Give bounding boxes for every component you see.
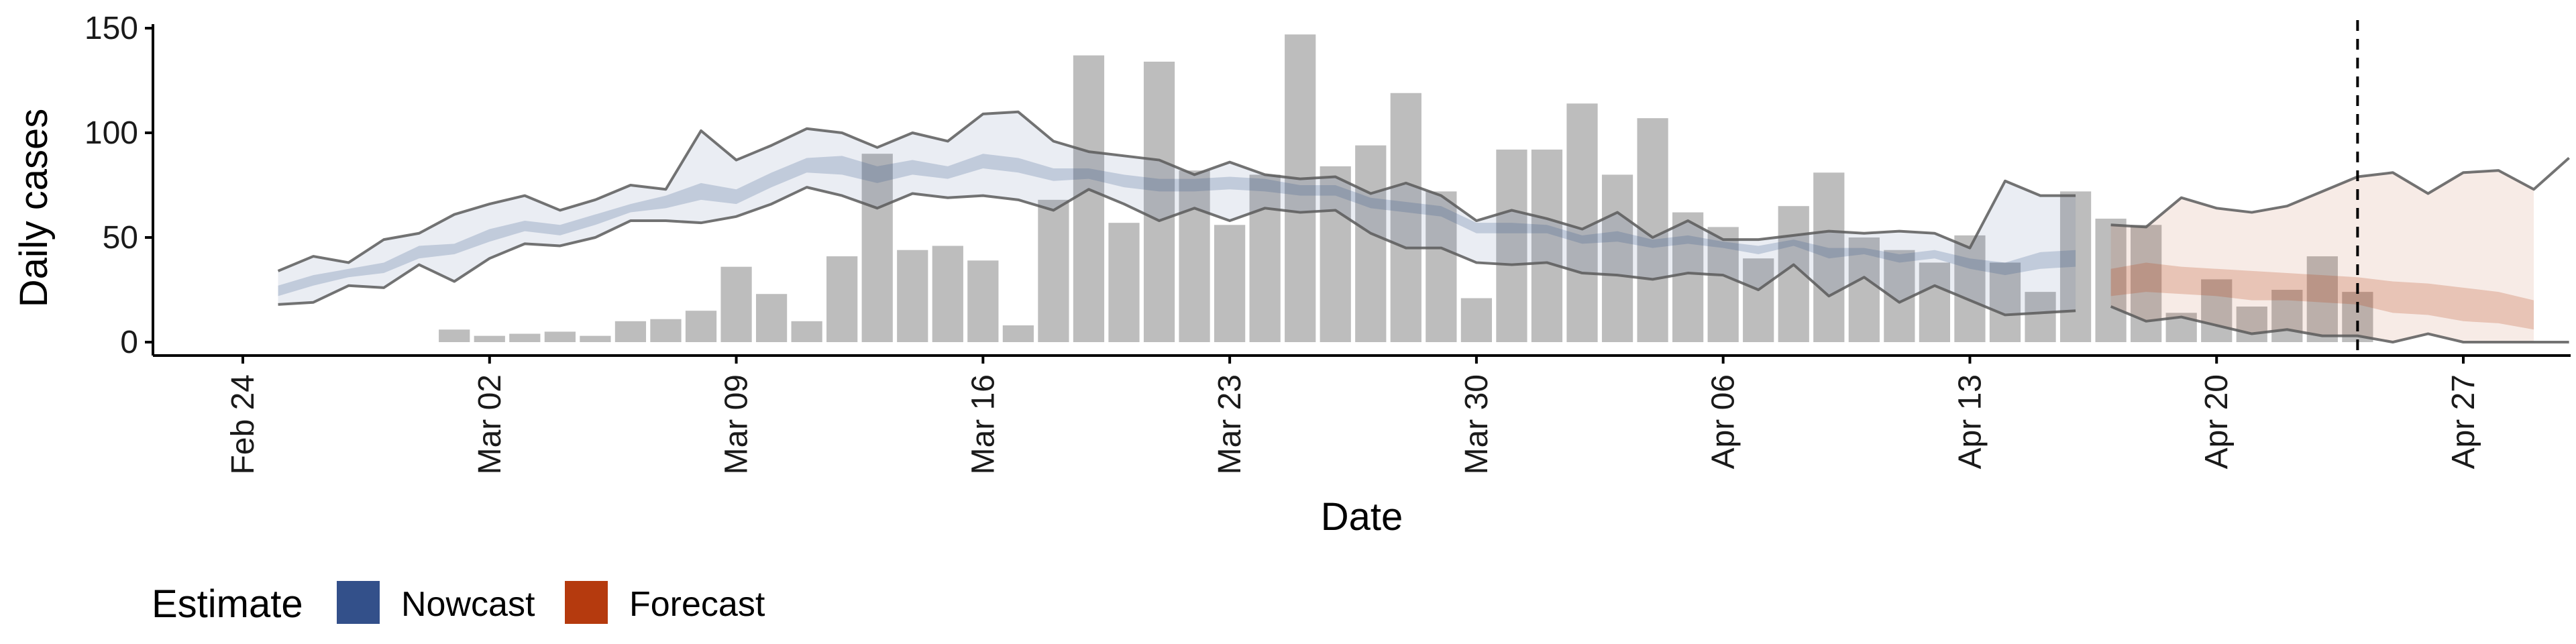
- bar-2020-04-07: [1743, 258, 1774, 342]
- bar-2020-04-10: [1848, 237, 1880, 342]
- bar-2020-03-11: [791, 321, 822, 342]
- bar-2020-04-09: [1813, 172, 1845, 342]
- x-tick-label-2020-04-27: Apr 27: [2446, 374, 2481, 469]
- bar-2020-03-20: [1108, 223, 1140, 342]
- bar-2020-04-21: [2236, 306, 2267, 342]
- bar-2020-03-26: [1320, 166, 1351, 343]
- bar-2020-03-18: [1038, 199, 1069, 342]
- bar-2020-04-18: [2131, 225, 2162, 342]
- bar-2020-03-24: [1249, 174, 1281, 342]
- bar-2020-03-17: [1002, 325, 1034, 342]
- forecast-band-90: [2110, 170, 2534, 342]
- x-tick-label-2020-03-16: Mar 16: [965, 374, 1001, 474]
- y-tick-label-50: 50: [103, 220, 138, 256]
- bar-2020-03-08: [685, 311, 717, 342]
- legend-label-forecast: Forecast: [629, 585, 765, 624]
- bar-2020-03-22: [1179, 170, 1210, 342]
- bar-2020-03-29: [1426, 191, 1457, 342]
- y-ticks: 0 50 100 150: [85, 11, 153, 360]
- bar-2020-04-17: [2095, 218, 2127, 342]
- bar-2020-03-07: [650, 319, 682, 342]
- x-tick-label-2020-03-23: Mar 23: [1212, 374, 1248, 474]
- y-axis-title: Daily cases: [12, 109, 56, 308]
- bar-2020-03-02: [474, 335, 505, 342]
- legend-label-nowcast: Nowcast: [401, 585, 535, 624]
- bar-2020-03-12: [826, 256, 858, 342]
- legend: Estimate Nowcast Forecast: [152, 581, 765, 626]
- bar-2020-03-10: [755, 294, 788, 342]
- bar-2020-03-03: [509, 333, 541, 342]
- legend-swatch-forecast: [565, 581, 608, 624]
- y-tick-label-100: 100: [85, 115, 138, 151]
- bar-2020-03-27: [1355, 145, 1387, 342]
- nowcast-band-50: [278, 154, 2076, 297]
- bar-2020-03-25: [1285, 34, 1316, 343]
- bar-2020-03-04: [544, 331, 576, 342]
- bar-2020-03-06: [614, 321, 647, 342]
- x-axis-title: Date: [1321, 495, 1403, 539]
- bar-2020-03-16: [967, 260, 999, 342]
- bar-2020-03-15: [932, 246, 963, 342]
- x-tick-label-2020-02-24: Feb 24: [225, 374, 261, 474]
- x-ticks: Feb 24 Mar 02 Mar 09 Mar 16 Mar 23 Mar 30 Apr …: [225, 356, 2481, 474]
- nowcast-upper-line: [277, 110, 2076, 272]
- x-tick-label-2020-03-02: Mar 02: [472, 374, 508, 474]
- bar-2020-03-30: [1460, 298, 1493, 342]
- bar-2020-03-09: [720, 266, 752, 342]
- bar-2020-03-23: [1214, 225, 1246, 342]
- bar-2020-04-23: [2306, 256, 2338, 342]
- forecast-band-50: [2110, 262, 2534, 330]
- bar-2020-04-24: [2342, 292, 2373, 342]
- bar-2020-04-16: [2059, 191, 2092, 342]
- bar-2020-03-28: [1390, 93, 1421, 342]
- bar-2020-04-01: [1531, 149, 1563, 342]
- axes-layer: [152, 24, 2571, 357]
- x-tick-label-2020-04-20: Apr 20: [2199, 374, 2235, 469]
- bar-2020-03-14: [897, 250, 928, 342]
- x-tick-label-2020-04-06: Apr 06: [1706, 374, 1741, 469]
- bar-2020-03-05: [580, 335, 611, 342]
- bar-2020-04-22: [2271, 290, 2303, 342]
- bar-2020-04-12: [1919, 262, 1951, 342]
- bar-2020-03-13: [861, 154, 893, 342]
- bar-2020-04-15: [2025, 292, 2056, 342]
- bar-2020-04-03: [1601, 174, 1633, 342]
- bar-2020-04-05: [1672, 212, 1704, 342]
- bar-2020-04-13: [1954, 235, 1986, 342]
- x-tick-label-2020-04-13: Apr 13: [1952, 374, 1988, 469]
- legend-swatch-nowcast: [337, 581, 380, 624]
- legend-title: Estimate: [152, 582, 303, 626]
- x-tick-label-2020-03-30: Mar 30: [1459, 374, 1495, 474]
- bar-2020-03-19: [1073, 55, 1105, 342]
- forecast-bound-line-0: [2110, 156, 2570, 229]
- bar-2020-03-21: [1143, 61, 1175, 343]
- forecast-bound-line-1: [2110, 305, 2569, 343]
- bar-2020-03-31: [1496, 149, 1527, 342]
- y-tick-label-150: 150: [85, 11, 138, 46]
- bar-2020-04-06: [1707, 227, 1739, 342]
- nowcast-lower-line: [278, 186, 2076, 317]
- y-tick-label-0: 0: [120, 325, 138, 360]
- x-tick-label-2020-03-09: Mar 09: [719, 374, 755, 474]
- interval-lines-layer: [277, 110, 2570, 343]
- bar-2020-04-20: [2201, 279, 2233, 342]
- bar-2020-03-01: [439, 329, 470, 342]
- bar-2020-04-14: [1989, 262, 2021, 342]
